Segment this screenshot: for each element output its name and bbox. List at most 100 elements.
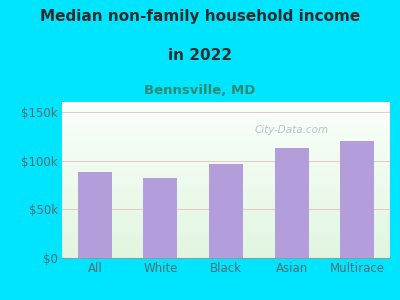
Text: Median non-family household income: Median non-family household income — [40, 9, 360, 24]
Bar — [62, 137, 390, 138]
Text: City-Data.com: City-Data.com — [254, 125, 329, 135]
Bar — [62, 140, 390, 141]
Text: Bennsville, MD: Bennsville, MD — [144, 84, 256, 97]
Bar — [62, 151, 390, 152]
Bar — [62, 113, 390, 115]
Bar — [62, 248, 390, 250]
Bar — [62, 143, 390, 145]
Bar — [62, 209, 390, 211]
Bar — [62, 215, 390, 217]
Text: in 2022: in 2022 — [168, 48, 232, 63]
Bar — [62, 110, 390, 112]
Bar — [62, 201, 390, 203]
Bar — [62, 250, 390, 252]
Bar — [62, 116, 390, 118]
Bar — [62, 239, 390, 241]
Bar — [62, 195, 390, 196]
Bar — [62, 119, 390, 121]
Bar — [62, 127, 390, 129]
Bar — [62, 146, 390, 148]
Bar — [62, 185, 390, 187]
Bar — [62, 236, 390, 238]
Bar — [62, 105, 390, 107]
Bar — [62, 181, 390, 182]
Bar — [62, 226, 390, 228]
Bar — [62, 223, 390, 225]
Bar — [340, 141, 374, 258]
Bar — [62, 252, 390, 253]
Bar — [62, 225, 390, 226]
Bar — [62, 192, 390, 194]
Bar — [62, 233, 390, 234]
Bar — [62, 171, 390, 173]
Bar — [62, 168, 390, 170]
Bar — [62, 187, 390, 189]
Bar — [62, 220, 390, 222]
Bar — [62, 103, 390, 105]
Bar — [62, 182, 390, 184]
Bar — [62, 134, 390, 135]
Bar — [62, 194, 390, 195]
Bar — [62, 217, 390, 219]
Bar — [62, 132, 390, 134]
Bar — [62, 170, 390, 171]
Bar — [62, 208, 390, 209]
Bar — [62, 204, 390, 206]
Bar — [62, 165, 390, 166]
Bar — [62, 190, 390, 192]
Bar — [62, 206, 390, 208]
Bar — [62, 145, 390, 146]
Bar — [62, 178, 390, 179]
Bar — [62, 108, 390, 110]
Bar — [62, 212, 390, 214]
Bar — [62, 138, 390, 140]
Bar — [62, 159, 390, 160]
Bar — [62, 196, 390, 198]
Bar — [62, 141, 390, 143]
Bar — [62, 234, 390, 236]
Bar — [62, 126, 390, 127]
Bar — [62, 173, 390, 175]
Bar — [62, 112, 390, 113]
Bar — [62, 219, 390, 220]
Bar — [62, 115, 390, 116]
Bar — [62, 148, 390, 149]
Bar — [62, 203, 390, 204]
Bar — [62, 129, 390, 130]
Bar — [62, 176, 390, 178]
Bar — [62, 118, 390, 119]
Bar — [62, 247, 390, 248]
Bar — [62, 156, 390, 157]
Bar — [62, 175, 390, 176]
Bar — [62, 222, 390, 223]
Bar — [62, 230, 390, 231]
Bar — [62, 122, 390, 124]
Bar — [62, 107, 390, 108]
Bar — [62, 164, 390, 165]
Bar — [62, 211, 390, 212]
Bar — [62, 160, 390, 162]
Bar — [62, 179, 390, 181]
Bar — [62, 149, 390, 151]
Bar — [62, 167, 390, 168]
Bar — [62, 152, 390, 154]
Bar — [62, 121, 390, 122]
Bar — [62, 238, 390, 239]
Bar — [62, 256, 390, 258]
Bar — [143, 178, 178, 258]
Bar — [62, 124, 390, 126]
Bar — [62, 245, 390, 247]
Bar — [62, 130, 390, 132]
Bar — [62, 154, 390, 156]
Bar — [62, 135, 390, 137]
Bar — [62, 189, 390, 190]
Bar — [209, 164, 243, 258]
Bar — [274, 148, 309, 258]
Bar — [62, 157, 390, 159]
Bar — [62, 242, 390, 244]
Bar — [62, 241, 390, 242]
Bar — [62, 228, 390, 230]
Bar — [78, 172, 112, 258]
Bar — [62, 102, 390, 104]
Bar — [62, 184, 390, 185]
